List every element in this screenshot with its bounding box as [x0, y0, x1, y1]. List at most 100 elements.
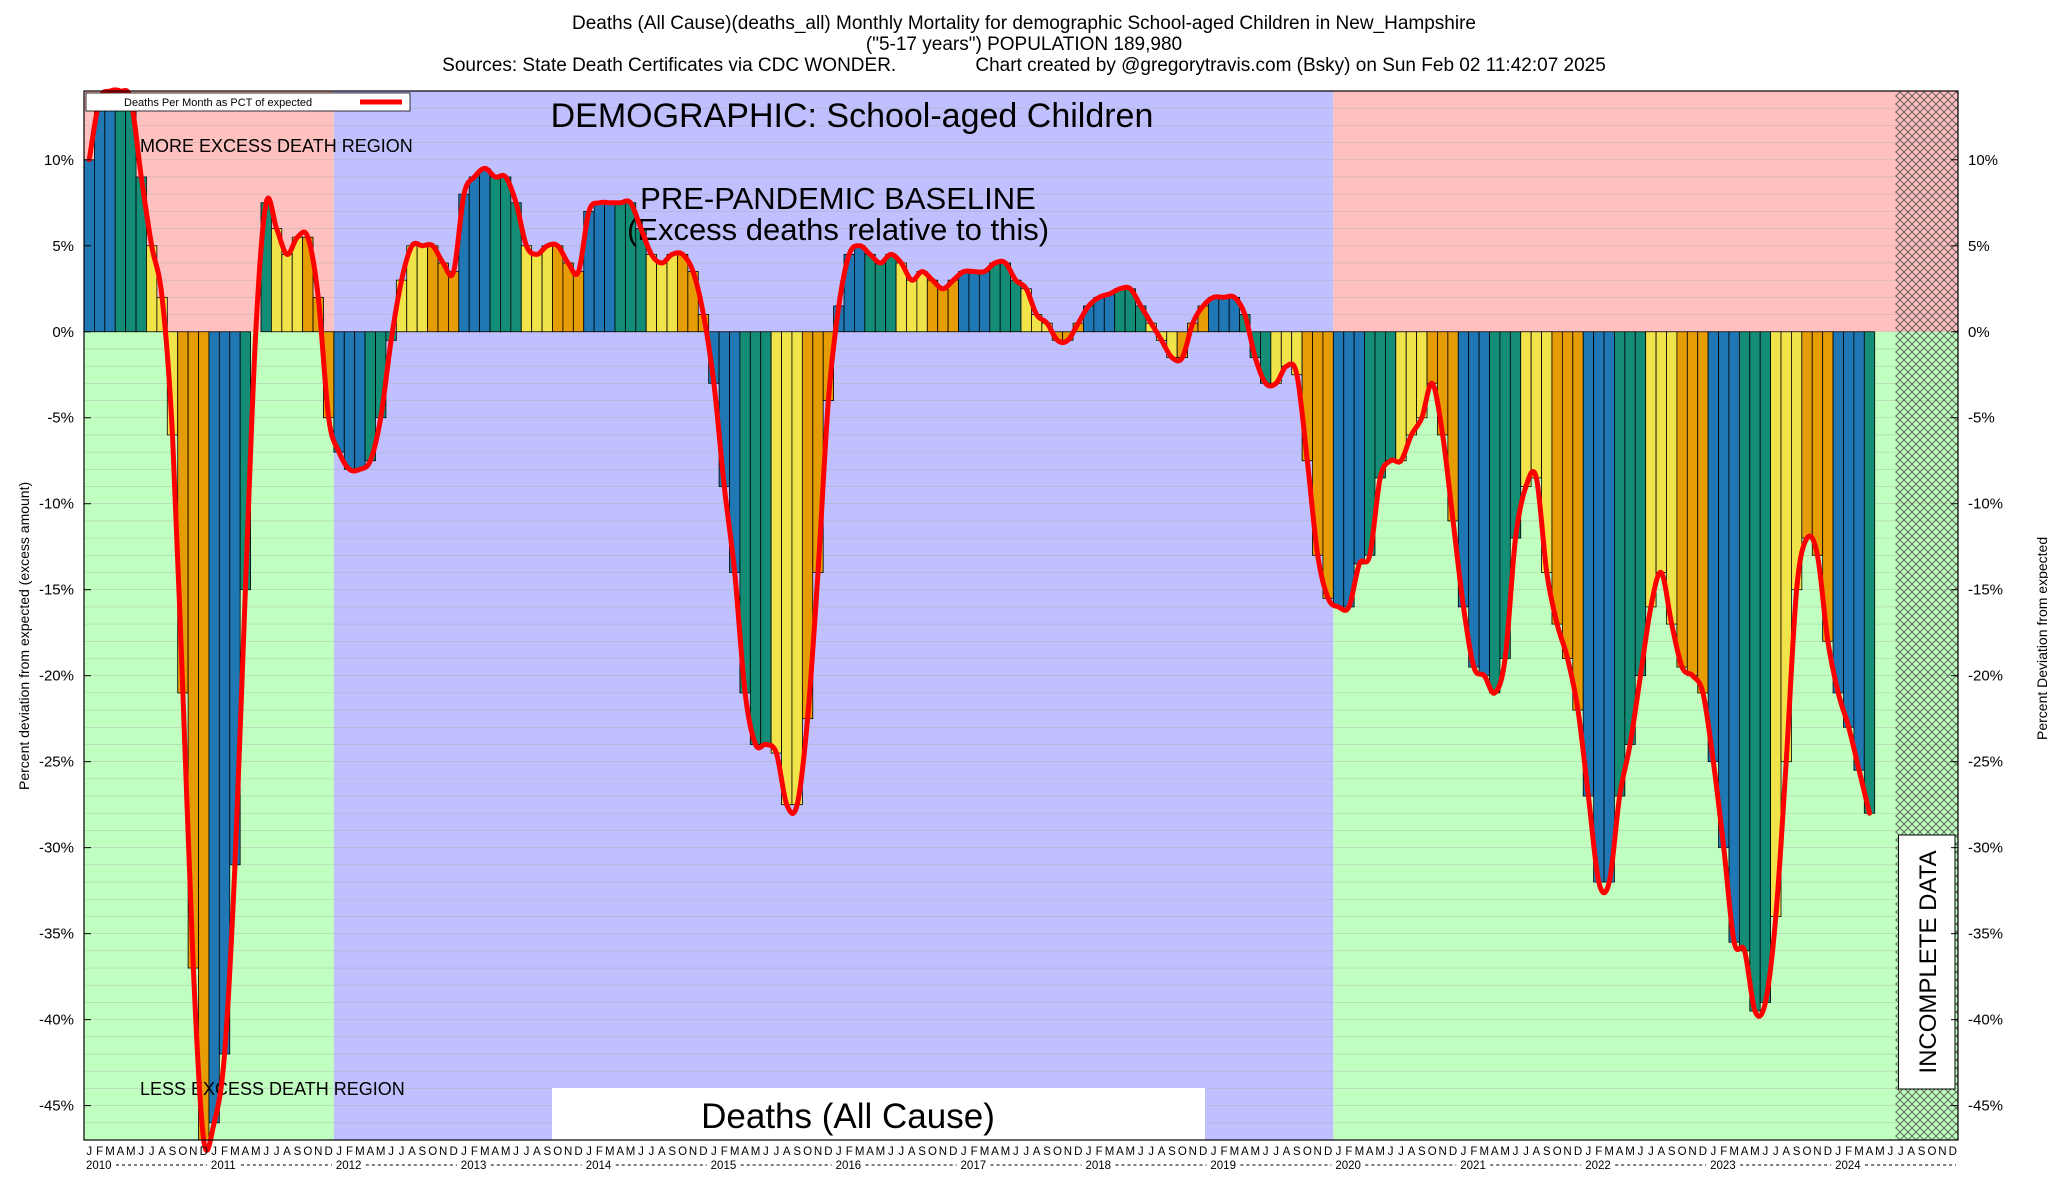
footer-box [552, 1088, 1205, 1140]
bar-month-85 [968, 271, 980, 333]
y-tick-label-right: -45% [1968, 1098, 2003, 1115]
x-tick-month: D [1949, 1146, 1957, 1158]
x-tick-month: S [668, 1146, 676, 1158]
x-tick-month: M [626, 1146, 636, 1158]
x-tick-month: M [876, 1146, 886, 1158]
y-tick-label-right: -25% [1968, 754, 2003, 771]
bar-month-2 [104, 90, 116, 333]
x-tick-month: D [574, 1146, 582, 1158]
bar-month-38 [479, 167, 491, 333]
bar-month-54 [645, 253, 658, 333]
bar-month-152 [1666, 331, 1678, 625]
y-tick-label-right: 10% [1968, 152, 1998, 169]
x-tick-month: F [1595, 1146, 1602, 1158]
x-tick-month: J [461, 1146, 467, 1158]
footer-box-label: Deaths (All Cause) [701, 1097, 995, 1136]
x-tick-month: M [980, 1146, 990, 1158]
demographic-label: DEMOGRAPHIC: School-aged Children [551, 97, 1154, 135]
x-tick-month: J [586, 1146, 592, 1158]
x-tick-month: N [1064, 1146, 1072, 1158]
x-tick-month: M [605, 1146, 615, 1158]
bar-month-149 [1634, 331, 1647, 677]
x-tick-month: S [1043, 1146, 1051, 1158]
y-tick-label-right: 5% [1968, 238, 1990, 255]
x-tick-month: A [616, 1146, 624, 1158]
chart-title-line-1: Deaths (All Cause)(deaths_all) Monthly M… [572, 13, 1476, 34]
y-tick-label-left: -30% [39, 840, 74, 857]
x-tick-month: A [1491, 1146, 1499, 1158]
x-tick-year: 2021 [1460, 1160, 1486, 1172]
bar-month-57 [677, 253, 689, 333]
legend-box [85, 92, 411, 112]
x-tick-month: J [211, 1146, 217, 1158]
x-tick-month: J [524, 1146, 530, 1158]
bar-month-64 [749, 331, 762, 745]
bar-month-80 [916, 271, 928, 333]
bar-month-129 [1426, 331, 1438, 384]
bar-month-170 [1853, 331, 1865, 771]
x-tick-month: D [824, 1146, 832, 1158]
x-tick-month: M [1230, 1146, 1240, 1158]
x-tick-month: N [814, 1146, 822, 1158]
x-tick-month: N [314, 1146, 322, 1158]
bar-month-125 [1384, 331, 1397, 462]
x-tick-month: J [1898, 1146, 1904, 1158]
x-tick-month: D [699, 1146, 707, 1158]
incomplete-data-box [1898, 834, 1956, 1090]
x-tick-month: M [1875, 1146, 1885, 1158]
x-tick-month: F [846, 1146, 853, 1158]
x-tick-month: A [1408, 1146, 1416, 1158]
bar-month-158 [1728, 331, 1740, 943]
x-tick-month: F [471, 1146, 478, 1158]
bar-month-124 [1374, 331, 1386, 479]
bar-month-120 [1332, 331, 1345, 608]
bar-month-84 [958, 271, 970, 333]
bar-month-45 [552, 245, 564, 333]
x-tick-month: J [513, 1146, 519, 1158]
y-tick-label-left: -15% [39, 582, 74, 599]
x-tick-month: F [346, 1146, 353, 1158]
bar-month-87 [989, 262, 1001, 333]
x-tick-month: J [1586, 1146, 1592, 1158]
x-tick-month: M [501, 1146, 511, 1158]
x-tick-month: O [1303, 1146, 1312, 1158]
x-tick-month: S [419, 1146, 427, 1158]
x-tick-month: J [773, 1146, 779, 1158]
x-tick-month: D [1074, 1146, 1082, 1158]
y-tick-label-left: -45% [39, 1098, 74, 1115]
bar-month-99 [1114, 288, 1126, 333]
x-tick-month: N [689, 1146, 697, 1158]
x-tick-month: J [638, 1146, 644, 1158]
x-tick-month: J [149, 1146, 155, 1158]
x-tick-month: M [1854, 1146, 1864, 1158]
bar-month-50 [604, 202, 616, 333]
x-tick-month: D [449, 1146, 457, 1158]
incomplete-data-label: INCOMPLETE DATA [1915, 850, 1942, 1073]
x-tick-month: D [1824, 1146, 1832, 1158]
bar-month-157 [1718, 331, 1730, 849]
x-tick-month: N [1688, 1146, 1696, 1158]
x-tick-month: F [1221, 1146, 1228, 1158]
x-tick-month: M [105, 1146, 115, 1158]
x-tick-month: J [1835, 1146, 1841, 1158]
y-tick-label-left: 0% [52, 324, 74, 341]
bar-month-33 [427, 245, 439, 333]
bar-month-144 [1582, 331, 1595, 797]
bar-month-11 [198, 331, 210, 1141]
x-tick-month: J [1023, 1146, 1029, 1158]
bar-month-150 [1645, 331, 1657, 608]
x-tick-month: M [1126, 1146, 1136, 1158]
bar-month-143 [1572, 331, 1584, 711]
x-tick-month: D [200, 1146, 208, 1158]
x-tick-month: O [178, 1146, 187, 1158]
y-tick-label-right: -15% [1968, 582, 2003, 599]
bar-month-19 [281, 253, 293, 333]
x-tick-month: J [1263, 1146, 1269, 1158]
bar-month-127 [1405, 331, 1418, 436]
bar-month-156 [1707, 331, 1719, 763]
bar-month-154 [1686, 331, 1699, 677]
bar-month-42 [520, 245, 533, 333]
x-tick-month: J [388, 1146, 394, 1158]
x-tick-month: S [793, 1146, 801, 1158]
y-tick-label-left: -5% [47, 410, 74, 427]
